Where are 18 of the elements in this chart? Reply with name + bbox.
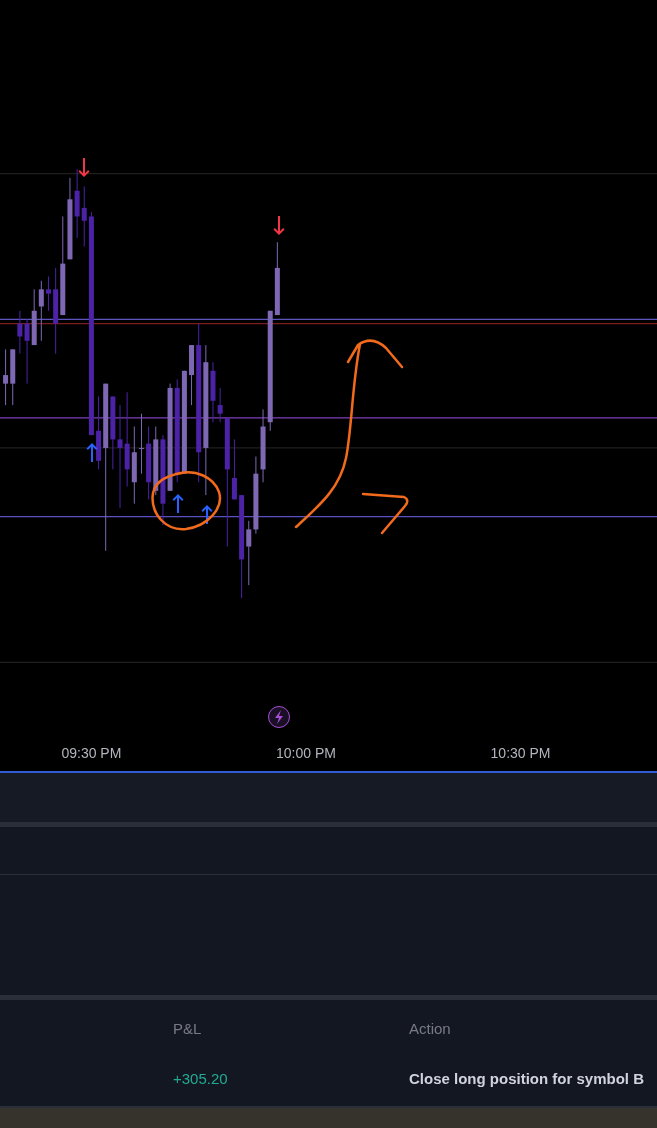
x-tick-label: 10:00 PM [276, 745, 336, 761]
text: P&L [173, 1020, 202, 1037]
candlestick [38, 280, 44, 342]
text: Action [409, 1020, 451, 1037]
x-tick-label: 10:30 PM [490, 745, 551, 761]
text: +305.20 [173, 1070, 228, 1087]
candlestick [81, 185, 87, 247]
candlestick [24, 318, 30, 385]
x-tick-label: 09:30 PM [61, 745, 122, 761]
candlestick [246, 520, 252, 586]
candlestick [231, 438, 237, 500]
candlestick [138, 413, 144, 475]
candlestick [3, 348, 9, 406]
candlestick [217, 387, 223, 423]
candlestick [45, 275, 51, 312]
candlestick [117, 404, 123, 509]
text: Close long position for symbol B [409, 1070, 645, 1087]
candlestick [17, 310, 23, 355]
